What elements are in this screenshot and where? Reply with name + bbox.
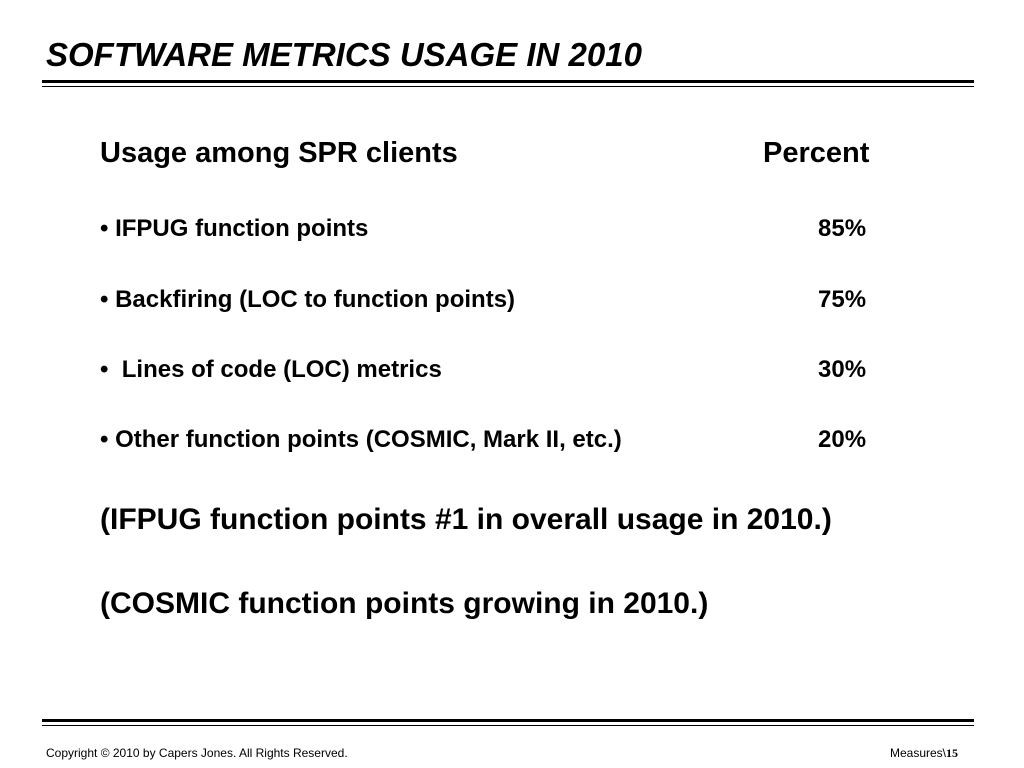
bullet: • <box>100 426 109 453</box>
bullet: • <box>100 215 109 242</box>
list-item: • Lines of code (LOC) metrics <box>100 356 442 384</box>
list-item: • IFPUG function points <box>100 215 368 243</box>
metric-label: Lines of code (LOC) metrics <box>115 356 442 383</box>
table-header-label: Usage among SPR clients <box>100 137 458 169</box>
bullet: • <box>100 356 109 383</box>
page-title: SOFTWARE METRICS USAGE IN 2010 <box>46 36 642 73</box>
footer-rule-thick <box>42 719 974 722</box>
note-ifpug: (IFPUG function points #1 in overall usa… <box>100 503 832 536</box>
metric-value: 85% <box>818 215 867 242</box>
footer-copyright: Copyright © 2010 by Capers Jones. All Ri… <box>46 746 348 760</box>
note-cosmic: (COSMIC function points growing in 2010.… <box>100 587 709 620</box>
metric-value: 75% <box>818 286 867 313</box>
table-header-value: Percent <box>763 137 870 169</box>
bullet: • <box>100 286 109 313</box>
metric-label: Other function points (COSMIC, Mark II, … <box>115 426 622 453</box>
footer-rule-thin <box>42 725 974 726</box>
page-number: 15 <box>946 746 958 760</box>
metric-value: 30% <box>818 356 867 383</box>
list-item: • Backfiring (LOC to function points) <box>100 286 515 314</box>
footer-page: Measures\15 <box>890 746 958 761</box>
metric-value: 20% <box>818 426 867 453</box>
footer-section: Measures\ <box>889 746 946 760</box>
title-rule-thick <box>42 80 974 83</box>
list-item: • Other function points (COSMIC, Mark II… <box>100 426 622 454</box>
metric-label: Backfiring (LOC to function points) <box>115 286 516 313</box>
title-rule-thin <box>42 86 974 87</box>
metric-label: IFPUG function points <box>115 215 369 242</box>
